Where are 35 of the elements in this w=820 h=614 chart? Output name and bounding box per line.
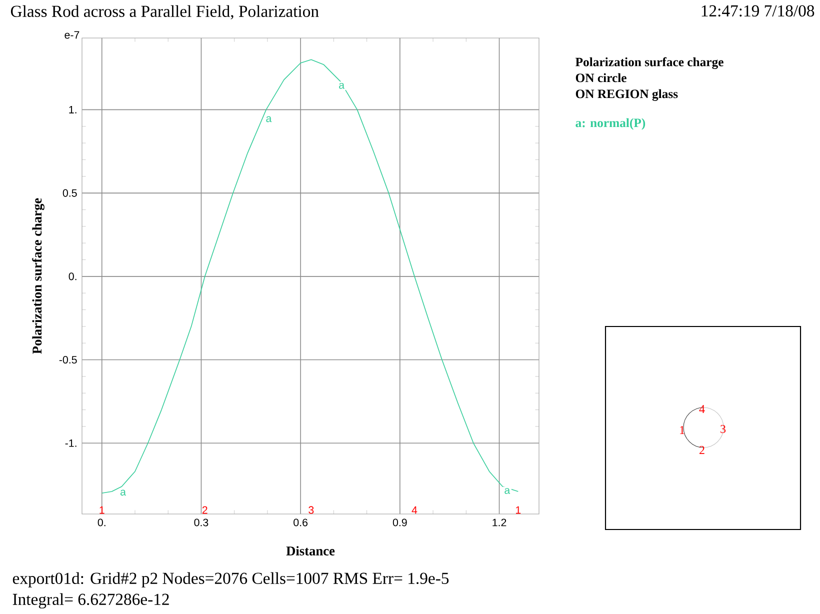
x-tick-label: 1.2 xyxy=(492,518,506,526)
y-tick-label: 1. xyxy=(69,106,76,114)
text: a: normal(P) xyxy=(576,118,646,130)
annotation: 3 xyxy=(308,506,314,514)
y-axis-title: Polarization surface charge xyxy=(32,198,44,354)
annotation: a xyxy=(339,82,345,89)
text: export01d: Grid#2 p2 Nodes=2076 Cells=1007 RMS Err= 1.9e-5 xyxy=(12,572,449,588)
annotation: 2 xyxy=(202,506,208,514)
annotation: a xyxy=(504,488,510,494)
y-tick-label: 0. xyxy=(68,272,76,280)
y-tick-label: -1. xyxy=(65,439,76,447)
annotation: a xyxy=(120,490,126,496)
x-tick-label: 0. xyxy=(98,518,106,526)
x-axis-title: Distance xyxy=(286,546,335,556)
text: ON REGION glass xyxy=(576,89,678,101)
y-tick-label: 0.5 xyxy=(62,189,77,197)
annotation: 4 xyxy=(412,506,418,514)
text: 4 xyxy=(699,405,705,413)
text: Integral= 6.627286e-12 xyxy=(12,593,169,608)
text: 12:47:19 7/18/08 xyxy=(702,5,814,17)
text: ON circle xyxy=(576,73,626,82)
y-tick-label: -0.5 xyxy=(59,356,77,364)
text: 2 xyxy=(700,446,704,454)
x-tick-label: 0.3 xyxy=(194,518,208,526)
x-tick-label: 0.6 xyxy=(294,518,308,526)
text: 3 xyxy=(720,424,726,434)
chart-title: Glass Rod across a Parallel Field, Polarization xyxy=(10,5,319,20)
annotation: a xyxy=(266,116,272,122)
x-tick-label: 0.9 xyxy=(392,518,407,526)
annotation: 1 xyxy=(100,506,104,514)
text: 1 xyxy=(680,426,684,434)
text: Polarization surface charge xyxy=(575,57,724,69)
annotation: 1 xyxy=(516,506,521,514)
line-series xyxy=(101,59,519,494)
text: e-7 xyxy=(64,31,80,39)
